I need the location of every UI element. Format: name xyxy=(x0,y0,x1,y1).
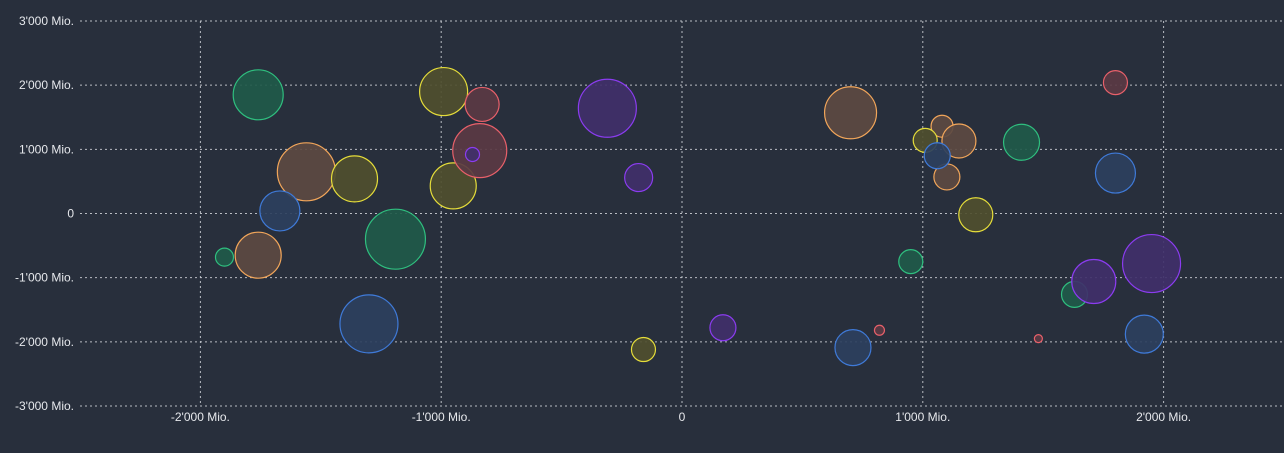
bubble-point[interactable] xyxy=(1033,334,1043,344)
y-tick-label: 2'000 Mio. xyxy=(19,78,74,92)
bubble-point[interactable] xyxy=(1121,233,1182,294)
y-tick-label: -2'000 Mio. xyxy=(15,335,74,349)
bubble-point[interactable] xyxy=(709,314,737,342)
bubble-point[interactable] xyxy=(234,231,282,279)
bubble-point[interactable] xyxy=(330,155,379,203)
y-tick-label: -3'000 Mio. xyxy=(15,399,74,413)
x-tick-label: 2'000 Mio. xyxy=(1136,410,1191,424)
x-tick-label: 0 xyxy=(679,410,686,424)
bubbles xyxy=(214,66,1182,367)
bubble-point[interactable] xyxy=(1124,314,1164,354)
bubble-point[interactable] xyxy=(624,162,654,193)
bubble-point[interactable] xyxy=(823,86,878,140)
bubble-point[interactable] xyxy=(958,197,994,233)
x-tick-label: 1'000 Mio. xyxy=(895,410,950,424)
x-tick-label: -1'000 Mio. xyxy=(412,410,471,424)
bubble-point[interactable] xyxy=(923,142,951,170)
bubble-point[interactable] xyxy=(214,247,235,267)
bubble-point[interactable] xyxy=(898,249,924,275)
bubble-point[interactable] xyxy=(339,294,399,354)
x-tick-label: -2'000 Mio. xyxy=(171,410,230,424)
bubble-point[interactable] xyxy=(577,78,637,138)
y-tick-label: 1'000 Mio. xyxy=(19,142,74,156)
bubble-point[interactable] xyxy=(259,190,301,232)
bubble-point[interactable] xyxy=(232,69,284,121)
tick-labels: 3'000 Mio. 2'000 Mio. 1'000 Mio. 0 -1'000 Mi… xyxy=(15,14,1191,424)
bubble-point[interactable] xyxy=(834,329,872,367)
bubble-point[interactable] xyxy=(364,208,427,270)
bubble-point[interactable] xyxy=(464,146,481,163)
bubble-point[interactable] xyxy=(1071,258,1117,305)
y-tick-label: -1'000 Mio. xyxy=(15,271,74,285)
bubble-point[interactable] xyxy=(1002,123,1041,161)
bubble-point[interactable] xyxy=(873,324,886,336)
y-tick-label: 3'000 Mio. xyxy=(19,14,74,28)
bubble-point[interactable] xyxy=(419,66,469,117)
y-tick-label: 0 xyxy=(67,207,74,221)
bubble-point[interactable] xyxy=(1102,69,1129,96)
bubble-point[interactable] xyxy=(941,123,977,159)
bubble-point[interactable] xyxy=(429,162,477,210)
bubble-point[interactable] xyxy=(452,123,508,179)
bubble-point[interactable] xyxy=(1094,152,1137,194)
bubble-point[interactable] xyxy=(630,336,657,363)
bubble-point[interactable] xyxy=(464,86,500,123)
